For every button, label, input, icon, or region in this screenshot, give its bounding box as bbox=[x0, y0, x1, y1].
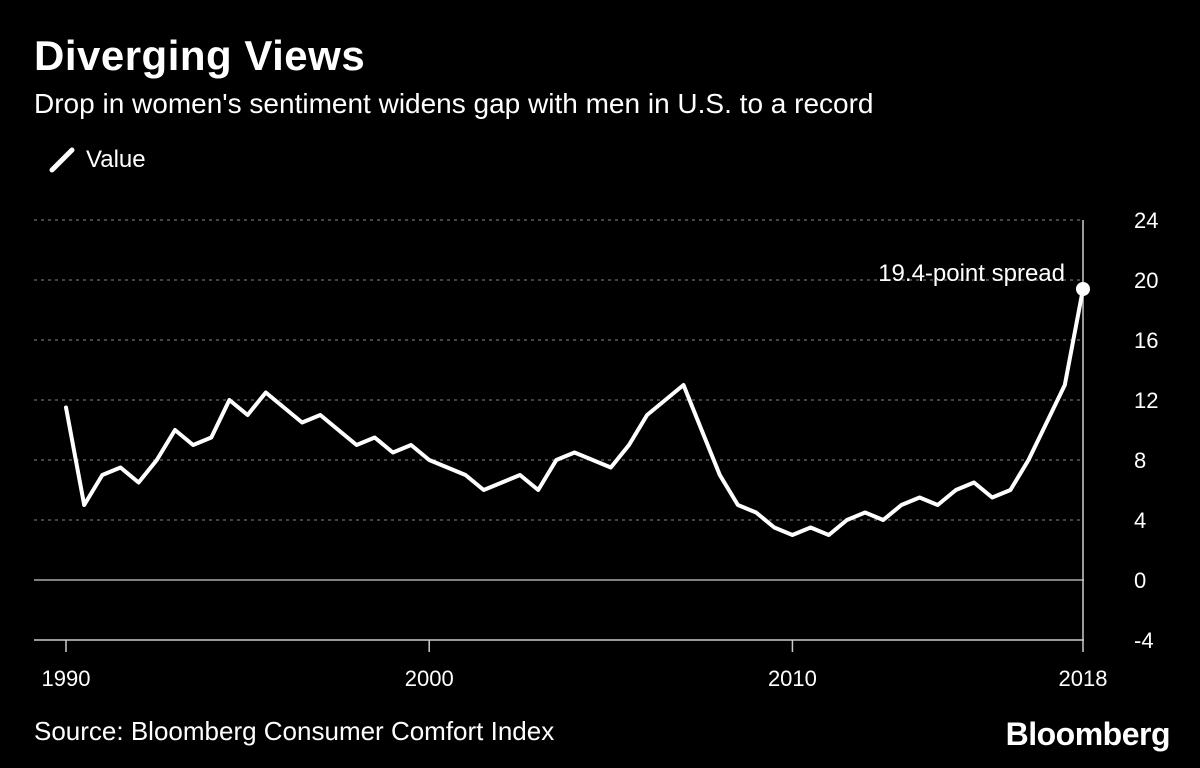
series-line-value bbox=[64, 287, 1085, 537]
legend-label: Value bbox=[86, 146, 146, 173]
y-tick-label: 0 bbox=[1134, 568, 1146, 593]
y-tick-label: -4 bbox=[1134, 628, 1154, 653]
legend: Value bbox=[48, 146, 146, 174]
x-tick-label: 2000 bbox=[405, 666, 454, 691]
y-tick-label: 20 bbox=[1134, 268, 1158, 293]
chart-subtitle: Drop in women's sentiment widens gap wit… bbox=[34, 88, 874, 119]
annotation-label: 19.4-point spread bbox=[878, 260, 1065, 287]
x-tick-label: 1990 bbox=[42, 666, 91, 691]
y-tick-label: 8 bbox=[1134, 448, 1146, 473]
y-tick-label: 16 bbox=[1134, 328, 1158, 353]
chart-title: Diverging Views bbox=[34, 32, 366, 79]
legend-line-icon bbox=[49, 147, 75, 173]
y-tick-label: 24 bbox=[1134, 208, 1158, 233]
source-note: Source: Bloomberg Consumer Comfort Index bbox=[34, 716, 555, 746]
bloomberg-logo: Bloomberg bbox=[1005, 716, 1171, 752]
y-tick-label: 12 bbox=[1134, 388, 1158, 413]
annotation-marker bbox=[1076, 282, 1090, 296]
y-tick-label: 4 bbox=[1134, 508, 1146, 533]
x-tick-label: 2018 bbox=[1059, 666, 1108, 691]
x-tick-label: 2010 bbox=[768, 666, 817, 691]
